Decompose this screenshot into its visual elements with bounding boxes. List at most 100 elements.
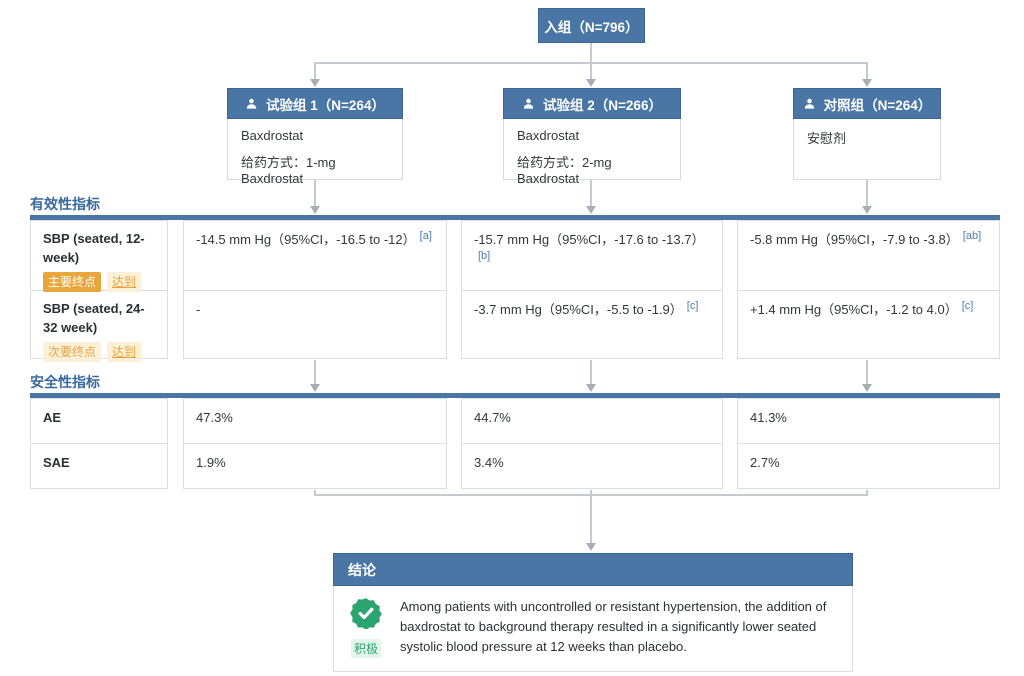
safety-metric-name: SAE: [43, 455, 70, 470]
safety-row-label-cell: SAE: [31, 444, 167, 488]
safety-label-column: AE SAE: [30, 398, 168, 489]
arm-header: 试验组 2（N=266）: [503, 88, 681, 119]
efficacy-value-cell: -14.5 mm Hg（95%CI，-16.5 to -12） [a]: [184, 221, 446, 291]
verified-seal-icon: [350, 597, 382, 634]
conclusion-header: 结论: [333, 553, 853, 586]
arrow-down-icon: [586, 79, 596, 87]
connector-line: [866, 180, 868, 207]
safety-column-group1: 47.3% 1.9%: [183, 398, 447, 489]
arrow-down-icon: [310, 79, 320, 87]
efficacy-column-group2: -15.7 mm Hg（95%CI，-17.6 to -13.7） [b] -3.…: [461, 220, 723, 359]
arm-title: 试验组 1（N=264）: [266, 97, 385, 113]
safety-value-cell: 1.9%: [196, 455, 226, 470]
connector-line: [866, 62, 868, 79]
arrow-down-icon: [862, 384, 872, 392]
safety-section-bar: [30, 393, 1000, 398]
enrollment-box: 入组（N=796）: [538, 8, 645, 43]
efficacy-value: -3.7 mm Hg（95%CI，-5.5 to -1.9）: [474, 302, 683, 317]
arm-title: 对照组（N=264）: [823, 97, 932, 113]
arrow-down-icon: [862, 79, 872, 87]
safety-value-cell: 47.3%: [184, 399, 446, 444]
connector-line: [590, 43, 592, 63]
connector-line: [590, 494, 592, 543]
safety-metric-name: AE: [43, 410, 62, 425]
arm-title: 试验组 2（N=266）: [543, 97, 662, 113]
footnote-ref[interactable]: [c]: [686, 300, 699, 312]
endpoint-type-badge: 次要终点: [43, 341, 102, 362]
safety-value-cell: 2.7%: [750, 455, 780, 470]
efficacy-value: -: [196, 302, 201, 317]
conclusion-body: 积极 Among patients with uncontrolled or r…: [333, 586, 853, 672]
endpoint-type-badge: 主要终点: [43, 271, 102, 292]
connector-line: [314, 62, 316, 79]
connector-line: [314, 490, 316, 496]
endpoint-name: SBP (seated, 12-week): [43, 231, 145, 265]
arm-body: Baxdrostat 给药方式：2-mg Baxdrostat: [503, 119, 681, 186]
connector-line: [866, 490, 868, 496]
connector-line: [590, 180, 592, 207]
arrow-down-icon: [586, 206, 596, 214]
arrow-down-icon: [862, 206, 872, 214]
arm-box-group1: 试验组 1（N=264） Baxdrostat 给药方式：1-mg Baxdro…: [227, 88, 403, 186]
efficacy-value-cell: -15.7 mm Hg（95%CI，-17.6 to -13.7） [b]: [462, 221, 722, 291]
arrow-down-icon: [586, 384, 596, 392]
person-icon: [245, 97, 258, 110]
safety-value-cell: 3.4%: [474, 455, 504, 470]
endpoint-met-link[interactable]: 达到: [107, 271, 142, 292]
connector-line: [590, 360, 592, 384]
endpoint-name: SBP (seated, 24-32 week): [43, 301, 145, 335]
arm-body: Baxdrostat 给药方式：1-mg Baxdrostat: [227, 119, 403, 186]
arm-drug: Baxdrostat: [241, 128, 304, 143]
conclusion-text: Among patients with uncontrolled or resi…: [400, 599, 827, 655]
sentiment-badge: 积极: [350, 639, 381, 658]
connector-line: [866, 360, 868, 384]
footnote-ref[interactable]: [b]: [478, 249, 491, 262]
arrow-down-icon: [586, 543, 596, 551]
person-icon: [522, 97, 535, 110]
safety-row-label-cell: AE: [31, 399, 167, 444]
safety-value-cell: 41.3%: [738, 399, 999, 444]
connector-line: [314, 180, 316, 207]
efficacy-value-cell: -5.8 mm Hg（95%CI，-7.9 to -3.8） [ab]: [738, 221, 999, 291]
safety-column-group2: 44.7% 3.4%: [461, 398, 723, 489]
efficacy-value-cell: +1.4 mm Hg（95%CI，-1.2 to 4.0） [c]: [738, 291, 999, 358]
conclusion-box: 结论 积极 Among patients with uncontrolled o…: [333, 553, 853, 672]
connector-line: [590, 62, 592, 79]
footnote-ref[interactable]: [ab]: [962, 230, 982, 242]
arm-drug: Baxdrostat: [517, 128, 580, 143]
efficacy-value: -14.5 mm Hg（95%CI，-16.5 to -12）: [196, 232, 416, 247]
efficacy-value-cell: -: [184, 291, 446, 358]
efficacy-value: +1.4 mm Hg（95%CI，-1.2 to 4.0）: [750, 302, 958, 317]
arm-header: 对照组（N=264）: [793, 88, 941, 119]
efficacy-value: -15.7 mm Hg（95%CI，-17.6 to -13.7）: [474, 232, 705, 247]
efficacy-label-column: SBP (seated, 12-week) 主要终点 达到 SBP (seate…: [30, 220, 168, 362]
arm-drug: 安慰剂: [807, 131, 847, 146]
arm-box-group2: 试验组 2（N=266） Baxdrostat 给药方式：2-mg Baxdro…: [503, 88, 681, 186]
arrow-down-icon: [310, 206, 320, 214]
efficacy-section-bar: [30, 215, 1000, 220]
footnote-ref[interactable]: [c]: [961, 300, 974, 312]
arm-body: 安慰剂: [793, 119, 941, 180]
efficacy-column-control: -5.8 mm Hg（95%CI，-7.9 to -3.8） [ab] +1.4 …: [737, 220, 1000, 359]
arm-dose: 给药方式：1-mg Baxdrostat: [241, 155, 336, 186]
efficacy-column-group1: -14.5 mm Hg（95%CI，-16.5 to -12） [a] -: [183, 220, 447, 359]
connector-line: [590, 490, 592, 496]
endpoint-met-link[interactable]: 达到: [107, 341, 142, 362]
footnote-ref[interactable]: [a]: [419, 230, 432, 242]
efficacy-value-cell: -3.7 mm Hg（95%CI，-5.5 to -1.9） [c]: [462, 291, 722, 358]
safety-value-cell: 44.7%: [462, 399, 722, 444]
efficacy-row-label-cell: SBP (seated, 24-32 week) 次要终点 达到: [31, 291, 167, 362]
safety-column-control: 41.3% 2.7%: [737, 398, 1000, 489]
verdict-column: 积极: [346, 597, 386, 658]
arm-header: 试验组 1（N=264）: [227, 88, 403, 119]
arm-dose: 给药方式：2-mg Baxdrostat: [517, 155, 612, 186]
efficacy-value: -5.8 mm Hg（95%CI，-7.9 to -3.8）: [750, 232, 959, 247]
efficacy-section-title: 有效性指标: [30, 196, 100, 212]
efficacy-row-label-cell: SBP (seated, 12-week) 主要终点 达到: [31, 221, 167, 292]
connector-line: [314, 360, 316, 384]
arm-box-control: 对照组（N=264） 安慰剂: [793, 88, 941, 180]
person-icon: [803, 97, 816, 110]
arrow-down-icon: [310, 384, 320, 392]
safety-section-title: 安全性指标: [30, 374, 100, 390]
